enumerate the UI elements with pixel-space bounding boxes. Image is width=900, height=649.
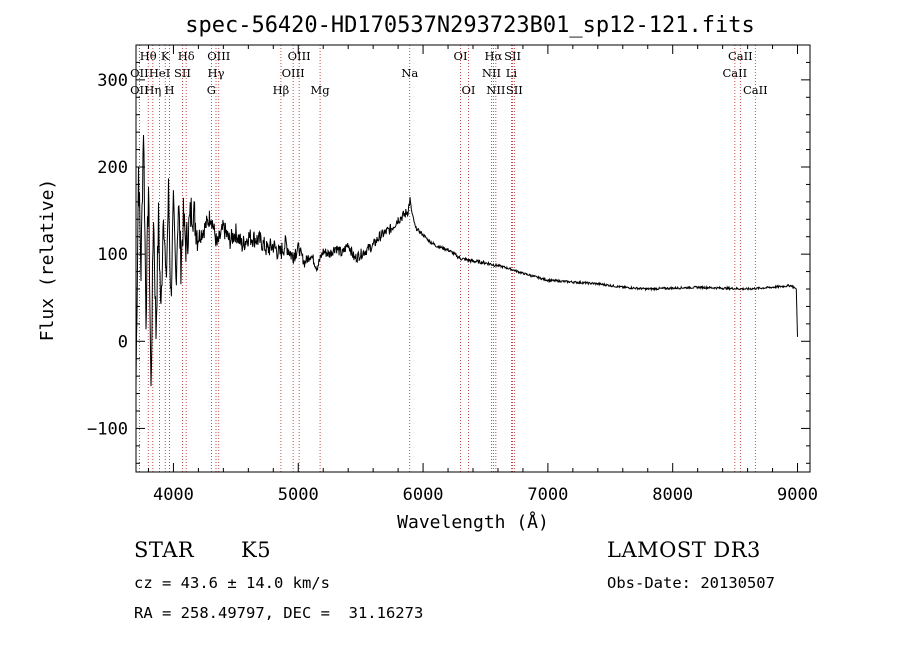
spectral-line-label: CaII [728, 49, 753, 63]
spectral-line-label: CaII [722, 66, 747, 80]
spectral-line-label: Li [506, 66, 518, 80]
spectral-line-label: OIII [282, 66, 305, 80]
x-axis-label: Wavelength (Å) [397, 511, 549, 533]
spectral-line-label: Hγ [208, 66, 225, 80]
spectral-line-label: Hθ [140, 49, 157, 63]
spectral-line-label: Hη [144, 83, 161, 97]
spectral-line-label: Mg [311, 83, 331, 97]
y-tick-label: 200 [97, 158, 128, 178]
spectrum-line [135, 134, 798, 387]
y-tick-label: 100 [97, 245, 128, 265]
spectral-line-label: SII [504, 49, 521, 63]
spectral-line-label: NII [486, 83, 505, 97]
chart-title: spec-56420-HD170537N293723B01_sp12-121.f… [185, 13, 755, 38]
y-axis: −100 0 100 200 300 [87, 44, 810, 464]
spectral-line-label: Hβ [273, 83, 290, 97]
spectral-line-label: HeI [149, 66, 170, 80]
spectral-line-label: CaII [743, 83, 768, 97]
x-tick-label: 6000 [403, 485, 444, 505]
spectral-line-label: OIII [207, 49, 230, 63]
observation-date: Obs-Date: 20130507 [607, 574, 775, 592]
spectral-line-markers [138, 45, 756, 472]
y-tick-label: 0 [118, 332, 128, 352]
spectral-line-label: Na [401, 66, 418, 80]
coordinates: RA = 258.49797, DEC = 31.16273 [134, 604, 424, 622]
y-tick-label: −100 [87, 419, 128, 439]
x-tick-label: 7000 [527, 485, 568, 505]
object-subclass: K5 [241, 538, 272, 562]
spectral-line-label: OII [130, 83, 149, 97]
y-tick-label: 300 [97, 71, 128, 91]
redshift-cz: cz = 43.6 ± 14.0 km/s [134, 574, 330, 592]
x-tick-label: 9000 [777, 485, 818, 505]
object-class: STAR [134, 538, 195, 562]
spectral-line-label: K [161, 49, 170, 63]
x-tick-label: 4000 [153, 485, 194, 505]
survey-name: LAMOST DR3 [607, 538, 761, 562]
spectral-line-label: G [207, 83, 216, 97]
x-tick-label: 5000 [278, 485, 319, 505]
spectral-line-label: SII [506, 83, 523, 97]
spectral-line-label: H [165, 83, 175, 97]
spectral-line-label: OII [130, 66, 149, 80]
spectral-line-label: OI [454, 49, 468, 63]
spectral-line-label: NII [482, 66, 501, 80]
x-axis: 4000 5000 6000 7000 8000 9000 [147, 45, 818, 505]
spectral-line-label: SII [174, 66, 191, 80]
x-tick-label: 8000 [652, 485, 693, 505]
plot-frame [135, 44, 811, 473]
spectral-line-label: OI [462, 83, 476, 97]
y-axis-label: Flux (relative) [37, 179, 58, 342]
spectral-line-label: Hα [484, 49, 502, 63]
spectral-line-label: Hδ [178, 49, 195, 63]
spectral-line-label: OIII [288, 49, 311, 63]
